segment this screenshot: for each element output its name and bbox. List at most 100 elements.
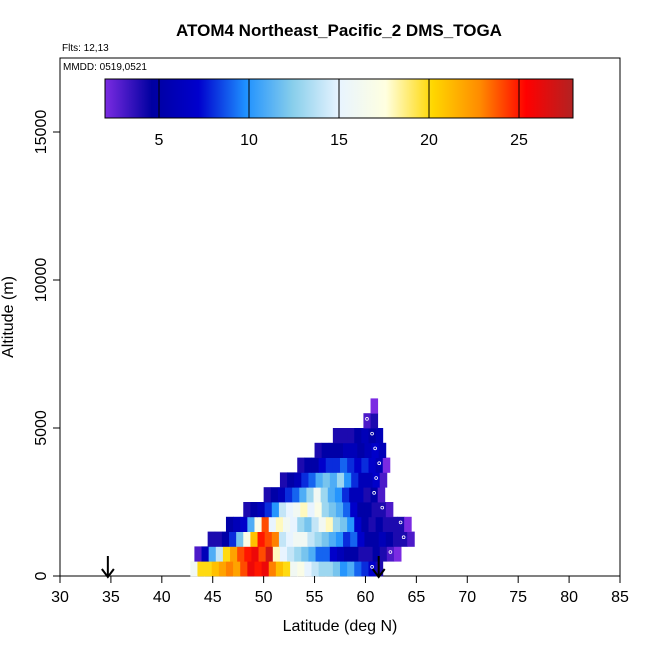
heatmap-cell: [294, 472, 302, 488]
heatmap-cell: [275, 561, 284, 577]
sample-marker: [370, 431, 374, 436]
heatmap-cell: [344, 546, 352, 562]
heatmap-cell: [257, 502, 266, 518]
sample-marker: [370, 565, 374, 569]
heatmap-cell: [237, 546, 245, 562]
heatmap-cell: [340, 561, 348, 577]
dates-note: MMDD: 0519,0521: [63, 62, 147, 73]
heatmap-cell: [385, 502, 394, 518]
heatmap-cell: [354, 516, 362, 532]
x-tick-label: 65: [407, 589, 425, 606]
heatmap-cell: [361, 561, 369, 577]
heatmap-cell: [358, 472, 366, 488]
x-axis: 30 35 40 45 50 55 60 65 70 75 80 85: [51, 576, 629, 606]
heatmap-cell: [250, 502, 258, 518]
heatmap-cell: [354, 428, 362, 444]
heatmap-cell: [328, 531, 337, 547]
heatmap-cell: [321, 442, 330, 458]
heatmap-cell: [332, 561, 341, 577]
chart-title: ATOM4 Northeast_Pacific_2 DMS_TOGA: [176, 21, 502, 40]
heatmap-cell: [257, 531, 266, 547]
heatmap-cell: [364, 502, 372, 518]
heatmap-cell: [197, 561, 205, 577]
sample-marker: [380, 505, 385, 510]
heatmap-cell: [244, 546, 252, 562]
heatmap-cell: [278, 502, 287, 518]
heatmap-cell: [286, 502, 294, 518]
flights-note: Flts: 12,13: [62, 43, 109, 54]
heatmap-cell: [290, 561, 298, 577]
heatmap-cell: [397, 516, 405, 532]
heatmap-cell: [221, 531, 230, 547]
heatmap-cell: [385, 531, 394, 547]
heatmap-cell: [358, 546, 366, 562]
flight-arrow-head: [101, 568, 115, 579]
heatmap-cell: [268, 516, 277, 532]
heatmap-cell: [201, 546, 210, 562]
heatmap-cell: [307, 531, 315, 547]
sample-marker: [372, 491, 376, 495]
heatmap-cell: [349, 487, 357, 503]
flight-arrows: [101, 556, 386, 579]
x-tick-label: 55: [306, 589, 324, 606]
heatmap-cell: [315, 546, 324, 562]
heatmap-cell: [251, 546, 259, 562]
heatmap-cell: [271, 502, 280, 518]
heatmap-cell: [233, 561, 241, 577]
y-tick-label: 0: [33, 571, 50, 580]
heatmap-cell: [225, 516, 234, 532]
heatmap-cell: [299, 487, 307, 503]
heatmap-cell: [263, 487, 272, 503]
heatmap-cell: [275, 516, 284, 532]
heatmap-cell: [304, 561, 312, 577]
heatmap-cell: [290, 516, 298, 532]
x-tick-label: 40: [153, 589, 171, 606]
heatmap-cell: [247, 516, 255, 532]
x-tick-label: 85: [611, 589, 629, 606]
colorbar-tick-label: 15: [330, 132, 348, 149]
colorbar-tick-label: 5: [155, 132, 164, 149]
heatmap-cell: [300, 502, 308, 518]
heatmap-cell: [329, 472, 338, 488]
heatmap-cell: [286, 531, 294, 547]
heatmap-cell: [370, 398, 379, 414]
heatmap-cell: [334, 487, 343, 503]
heatmap-cell: [308, 472, 316, 488]
heatmap-cell: [222, 546, 231, 562]
heatmap-cell: [282, 516, 291, 532]
heatmap-cell: [361, 457, 369, 473]
heatmap-cell: [254, 561, 262, 577]
heatmap-cell: [279, 472, 288, 488]
sample-markers: [365, 402, 406, 569]
heatmap-cell: [240, 561, 248, 577]
colorbar: 5 10 15 20 25: [104, 78, 574, 149]
heatmap-cell: [378, 531, 387, 547]
heatmap-cell: [335, 531, 344, 547]
heatmap-cell: [370, 487, 379, 503]
heatmap-cell: [375, 457, 384, 473]
x-tick-label: 60: [357, 589, 375, 606]
x-tick-label: 70: [458, 589, 476, 606]
heatmap-cell: [307, 502, 315, 518]
x-axis-label: Latitude (deg N): [283, 618, 398, 635]
sample-marker: [374, 476, 378, 480]
heatmap-cell: [375, 516, 384, 532]
flight-arrow-head: [371, 568, 386, 579]
heatmap-cell: [332, 516, 341, 532]
heatmap-cell: [243, 531, 251, 547]
heatmap-cell: [350, 502, 358, 518]
x-tick-label: 35: [102, 589, 120, 606]
heatmap-cell: [315, 472, 324, 488]
heatmap-cell: [347, 457, 355, 473]
heatmap-cell: [229, 531, 237, 547]
heatmap-cell: [215, 546, 224, 562]
heatmap-cell: [379, 546, 388, 562]
heatmap-cell: [357, 442, 365, 458]
heatmap-cell: [328, 442, 337, 458]
y-axis-label: Altitude (m): [0, 276, 17, 358]
heatmap-cell: [204, 561, 213, 577]
heatmap-cell: [368, 428, 377, 444]
heatmap-cell: [357, 502, 365, 518]
heatmap-cell: [400, 531, 408, 547]
heatmap-cell: [322, 546, 331, 562]
